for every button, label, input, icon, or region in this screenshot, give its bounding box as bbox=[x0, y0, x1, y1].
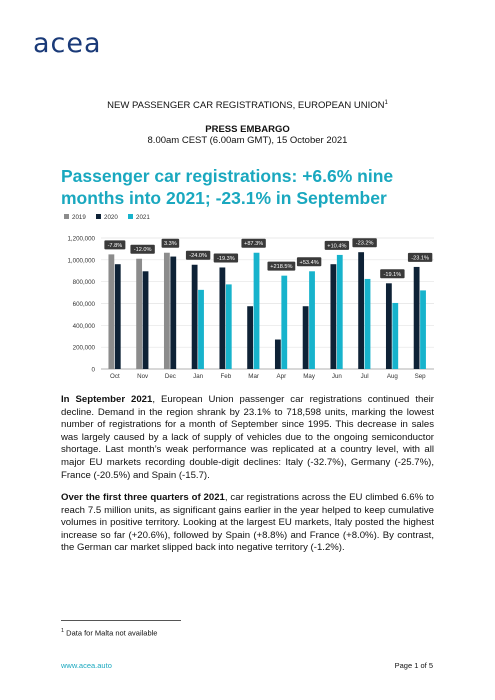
x-tick-label: Aug bbox=[387, 373, 399, 380]
data-label: -12.0% bbox=[134, 247, 152, 253]
data-label-box bbox=[185, 250, 211, 260]
release-heading-text: NEW PASSENGER CAR REGISTRATIONS, EUROPEA… bbox=[107, 100, 385, 112]
y-tick-label: 1,000,000 bbox=[67, 257, 95, 264]
footnote-text: Data for Malta not available bbox=[66, 628, 158, 638]
bar-2020 bbox=[358, 252, 365, 369]
data-label-box bbox=[213, 253, 239, 263]
bar-2021 bbox=[281, 275, 288, 369]
paragraph-body: , car registrations across the EU climbe… bbox=[61, 492, 434, 554]
paragraph-lead: Over the first three quarters of 2021 bbox=[61, 492, 225, 503]
bar-2021 bbox=[225, 284, 232, 369]
bar-2020 bbox=[114, 264, 121, 369]
bar-2020 bbox=[247, 306, 254, 369]
embargo-time: 8.00am CEST (6.00am GMT), 15 October 202… bbox=[147, 135, 348, 146]
data-label: -24.0% bbox=[189, 253, 207, 259]
x-tick-label: Jul bbox=[361, 373, 369, 380]
legend-label: 2020 bbox=[104, 214, 118, 221]
bar-2019 bbox=[108, 254, 115, 369]
page-number: Page 1 of 5 bbox=[394, 661, 433, 670]
x-tick-label: Jun bbox=[332, 373, 343, 380]
data-label-box bbox=[267, 261, 296, 271]
x-tick-label: Jan bbox=[193, 373, 204, 380]
legend-swatch bbox=[128, 214, 133, 219]
y-tick-label: 0 bbox=[92, 367, 96, 374]
paragraph-september: In September 2021, European Union passen… bbox=[61, 394, 434, 482]
footnote-ref[interactable]: 1 bbox=[384, 100, 388, 106]
bar-2020 bbox=[219, 267, 226, 369]
bar-2021 bbox=[198, 289, 204, 369]
bar-2019 bbox=[163, 252, 170, 369]
footnote-mark: 1 bbox=[61, 628, 65, 634]
x-tick-label: Sep bbox=[415, 373, 427, 380]
x-tick-label: Oct bbox=[110, 373, 120, 380]
data-label-box bbox=[241, 238, 266, 248]
x-tick-label: May bbox=[303, 373, 316, 380]
data-label: +87.3% bbox=[244, 241, 263, 247]
legend-label: 2021 bbox=[136, 214, 150, 221]
bar-2021 bbox=[309, 271, 315, 369]
bar-2020 bbox=[274, 339, 281, 369]
x-tick-label: Mar bbox=[248, 373, 259, 380]
bar-2020 bbox=[170, 256, 177, 369]
data-label: -23.2% bbox=[356, 241, 374, 247]
bar-2020 bbox=[413, 266, 420, 369]
x-tick-label: Nov bbox=[137, 373, 149, 380]
footer-link[interactable]: www.acea.auto bbox=[61, 661, 112, 670]
data-label-box bbox=[130, 244, 155, 254]
bar-2021 bbox=[420, 290, 426, 369]
bar-2020 bbox=[302, 306, 309, 369]
bar-2021 bbox=[364, 278, 371, 369]
paragraph-nine-months: Over the first three quarters of 2021, c… bbox=[61, 492, 434, 555]
bar-2020 bbox=[330, 264, 337, 369]
data-label-box bbox=[380, 269, 405, 279]
bar-2021 bbox=[253, 252, 260, 369]
data-label: -19.1% bbox=[384, 272, 402, 278]
page-title: Passenger car registrations: +6.6% nine … bbox=[61, 166, 394, 208]
bar-2019 bbox=[136, 258, 143, 369]
data-label: -7.8% bbox=[108, 243, 123, 249]
data-label: -23.1% bbox=[411, 255, 429, 261]
paragraph-body: , European Union passenger car registrat… bbox=[61, 394, 434, 481]
data-label-box bbox=[296, 257, 322, 267]
bar-2020 bbox=[385, 283, 392, 369]
footnote: 1 Data for Malta not available bbox=[61, 628, 157, 638]
embargo-label: PRESS EMBARGO bbox=[205, 124, 290, 135]
data-label-box bbox=[324, 240, 350, 250]
data-label-box bbox=[161, 238, 180, 248]
data-label-box bbox=[104, 240, 126, 250]
paragraph-lead: In September 2021 bbox=[61, 394, 153, 405]
y-tick-label: 1,200,000 bbox=[67, 236, 95, 243]
x-tick-label: Apr bbox=[277, 373, 287, 380]
data-label: -19.3% bbox=[217, 256, 235, 262]
x-tick-label: Dec bbox=[165, 373, 176, 380]
bar-2021 bbox=[336, 254, 343, 369]
y-tick-label: 200,000 bbox=[73, 345, 96, 352]
release-heading: NEW PASSENGER CAR REGISTRATIONS, EUROPEA… bbox=[0, 100, 495, 111]
y-tick-label: 600,000 bbox=[73, 301, 96, 308]
data-label-box bbox=[407, 252, 433, 262]
data-label: +218.5% bbox=[270, 264, 292, 270]
y-tick-label: 800,000 bbox=[73, 279, 96, 286]
data-label-box bbox=[352, 238, 377, 248]
footnote-divider bbox=[61, 620, 181, 621]
bar-2020 bbox=[191, 264, 198, 369]
data-label: 3.3% bbox=[164, 241, 177, 247]
data-label: +10.4% bbox=[327, 243, 346, 249]
bar-2020 bbox=[142, 271, 149, 369]
legend-swatch bbox=[96, 214, 101, 219]
bar-2021 bbox=[392, 302, 399, 369]
data-label: +53.4% bbox=[300, 260, 319, 266]
x-tick-label: Feb bbox=[221, 373, 232, 380]
acea-logo: acea bbox=[33, 28, 102, 59]
legend-label: 2019 bbox=[72, 214, 86, 221]
legend-swatch bbox=[64, 214, 69, 219]
y-tick-label: 400,000 bbox=[73, 323, 96, 330]
